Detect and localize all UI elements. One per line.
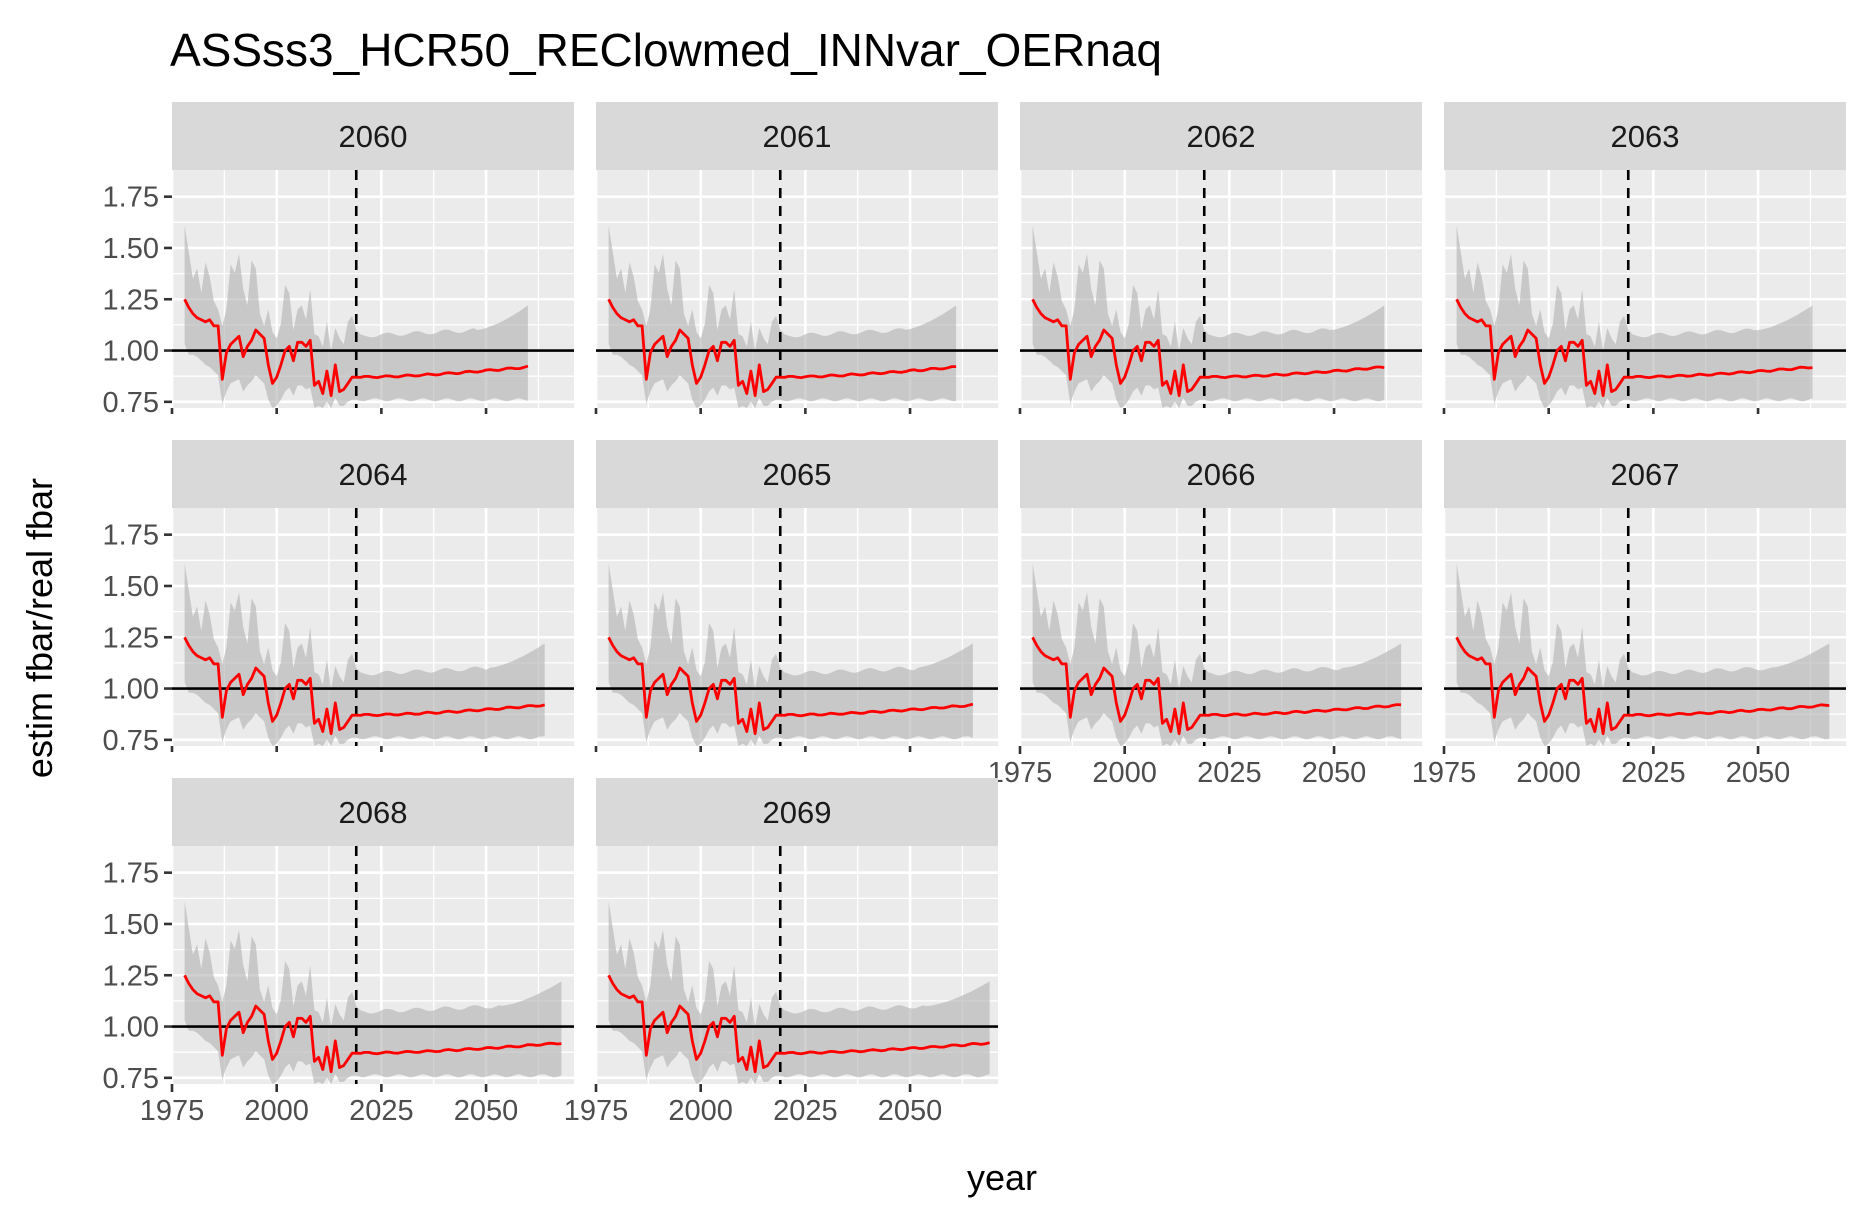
facet-strip-label: 2062: [1187, 119, 1256, 154]
x-tick-label: 2000: [668, 1095, 733, 1127]
facet-strip: [1020, 440, 1422, 508]
facet-strip-label: 2066: [1187, 457, 1256, 492]
y-tick-label: 0.75: [103, 725, 159, 757]
facet-panel-2062: 2062: [1018, 102, 1422, 414]
facet-strip: [172, 102, 574, 170]
facet-strip: [596, 102, 998, 170]
facet-strip-label: 2069: [763, 795, 832, 830]
x-tick-label: 1975: [988, 757, 1053, 789]
confidence-band: [1032, 225, 1385, 408]
facet-panels: 2060 0.75 1.00 1.25 1.50 1.75 2061 2062 2063 2064…: [103, 102, 1846, 1127]
facet-panel-2061: 2061: [594, 102, 998, 414]
facet-strip-label: 2065: [763, 457, 832, 492]
median-line: [183, 298, 529, 398]
chart-title: ASSss3_HCR50_REClowmed_INNvar_OERnaq: [170, 24, 1162, 76]
x-tick-label: 2000: [244, 1095, 309, 1127]
facet-panel-2060: 2060 0.75 1.00 1.25 1.50 1.75: [103, 102, 574, 419]
confidence-band: [1456, 225, 1813, 408]
facet-strip: [596, 440, 998, 508]
facet-strip-label: 2068: [339, 795, 408, 830]
y-tick-label: 1.75: [103, 182, 159, 214]
y-tick-label: 1.00: [103, 336, 159, 368]
confidence-band: [184, 225, 528, 408]
facet-panel-2068: 2068 0.75 1.00 1.25 1.50 1.75 1975 2000 2025 2050: [103, 778, 574, 1127]
facet-strip-label: 2061: [763, 119, 832, 154]
y-tick-label: 0.75: [103, 387, 159, 419]
facet-panel-2067: 2067 1975 2000 2025 2050: [1412, 440, 1846, 789]
facet-panel-2069: 2069 1975 2000 2025 2050: [564, 778, 998, 1127]
facet-strip-label: 2063: [1611, 119, 1680, 154]
x-tick-label: 2050: [878, 1095, 943, 1127]
y-tick-label: 1.50: [103, 571, 159, 603]
facet-panel-2066: 2066 1975 2000 2025 2050: [988, 440, 1422, 789]
median-line: [183, 974, 562, 1074]
y-tick-label: 1.00: [103, 674, 159, 706]
x-tick-label: 1975: [564, 1095, 629, 1127]
median-line: [607, 636, 974, 736]
facet-panel-2064: 2064 0.75 1.00 1.25 1.50 1.75: [103, 440, 574, 757]
x-axis-title: year: [967, 1157, 1037, 1198]
y-tick-label: 1.75: [103, 520, 159, 552]
x-tick-label: 2025: [1197, 757, 1262, 789]
confidence-band: [1032, 563, 1402, 746]
y-tick-label: 1.50: [103, 233, 159, 265]
median-line: [1031, 298, 1385, 398]
median-line: [607, 974, 990, 1074]
x-tick-label: 2025: [1621, 757, 1686, 789]
facet-strip-label: 2064: [339, 457, 408, 492]
x-tick-label: 1975: [140, 1095, 205, 1127]
y-tick-label: 1.25: [103, 960, 159, 992]
confidence-band: [184, 563, 545, 746]
y-tick-label: 1.25: [103, 284, 159, 316]
x-tick-label: 2050: [454, 1095, 519, 1127]
facet-strip: [1444, 102, 1846, 170]
facet-strip: [1444, 440, 1846, 508]
x-tick-label: 2050: [1726, 757, 1791, 789]
y-tick-label: 1.25: [103, 622, 159, 654]
median-line: [1031, 636, 1402, 736]
median-line: [183, 636, 546, 736]
facet-strip-label: 2060: [339, 119, 408, 154]
confidence-band: [184, 901, 562, 1084]
confidence-band: [1456, 563, 1830, 746]
median-line: [607, 298, 957, 398]
x-tick-label: 2050: [1302, 757, 1367, 789]
facet-strip: [596, 778, 998, 846]
facet-strip-label: 2067: [1611, 457, 1680, 492]
x-tick-label: 2025: [349, 1095, 414, 1127]
median-line: [1455, 636, 1830, 736]
facet-panel-2065: 2065: [594, 440, 998, 752]
x-tick-label: 2025: [773, 1095, 838, 1127]
facet-panel-2063: 2063: [1442, 102, 1846, 414]
x-tick-label: 2000: [1092, 757, 1157, 789]
y-tick-label: 1.00: [103, 1012, 159, 1044]
x-tick-label: 1975: [1412, 757, 1477, 789]
y-axis-title: estim fbar/real fbar: [19, 478, 60, 778]
y-tick-label: 1.75: [103, 858, 159, 890]
y-tick-label: 1.50: [103, 909, 159, 941]
confidence-band: [608, 901, 990, 1084]
facet-strip: [172, 778, 574, 846]
x-tick-label: 2000: [1516, 757, 1581, 789]
median-line: [1455, 298, 1813, 398]
facet-strip: [1020, 102, 1422, 170]
confidence-band: [608, 563, 973, 746]
y-tick-label: 0.75: [103, 1063, 159, 1095]
confidence-band: [608, 225, 957, 408]
facet-strip: [172, 440, 574, 508]
